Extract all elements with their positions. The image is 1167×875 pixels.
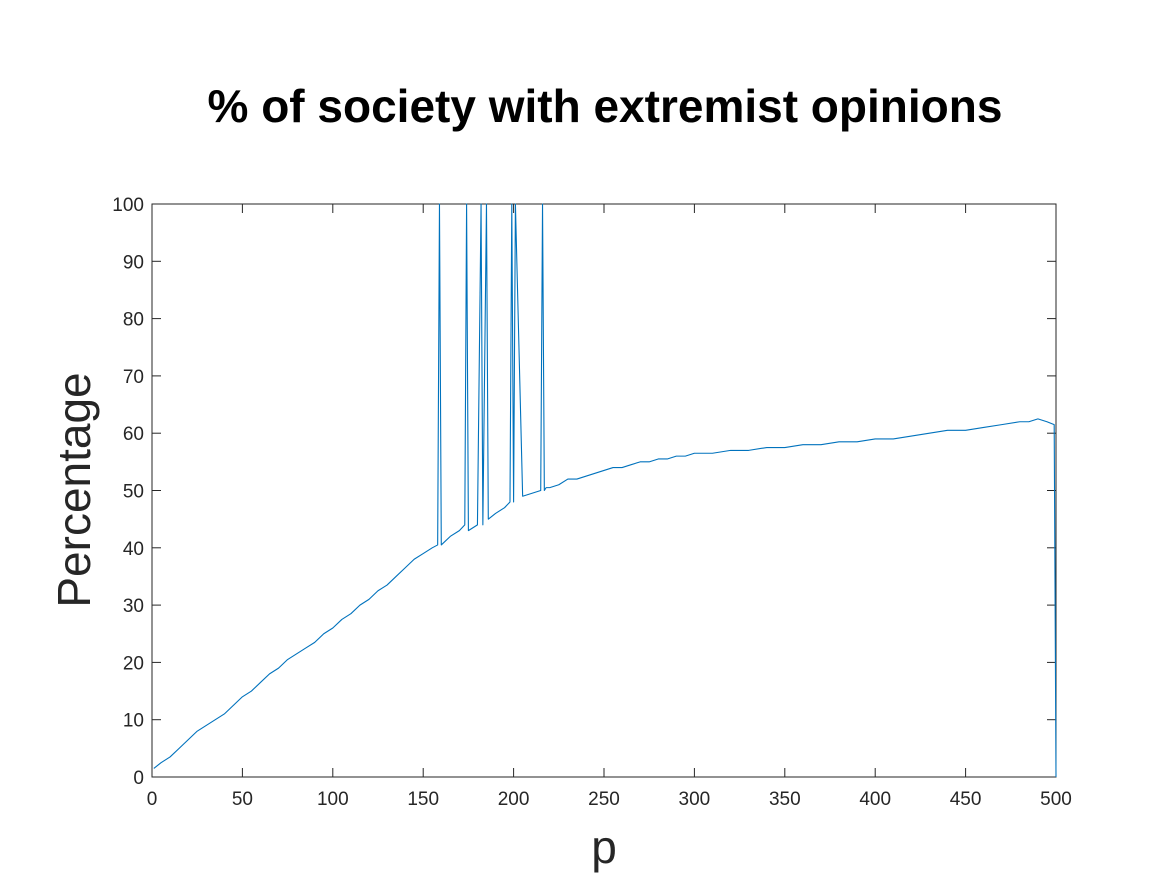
y-tick-label: 80 bbox=[123, 310, 144, 331]
plot-area: 0 50 100 150 200 250 300 350 400 450 500 0 10 20 30 40… bbox=[112, 195, 1072, 810]
axes-frame bbox=[151, 203, 1057, 778]
x-tick-label: 150 bbox=[407, 789, 439, 810]
x-tick-label: 500 bbox=[1040, 789, 1072, 810]
x-tick-label: 350 bbox=[769, 789, 801, 810]
x-axis: 0 50 100 150 200 250 300 350 400 450 500 bbox=[147, 204, 1072, 810]
x-tick-label: 450 bbox=[950, 789, 982, 810]
y-axis-label: Percentage bbox=[48, 372, 100, 607]
x-tick-label: 250 bbox=[588, 789, 620, 810]
y-axis: 0 10 20 30 40 50 60 70 80 90 100 bbox=[112, 195, 1056, 789]
y-tick-label: 70 bbox=[123, 367, 144, 388]
y-tick-label: 30 bbox=[123, 596, 144, 617]
x-axis-label: p bbox=[591, 821, 617, 873]
x-tick-label: 100 bbox=[317, 789, 349, 810]
y-tick-label: 10 bbox=[123, 711, 144, 732]
x-tick-label: 200 bbox=[498, 789, 530, 810]
y-tick-label: 20 bbox=[123, 653, 144, 674]
y-tick-label: 0 bbox=[133, 768, 144, 789]
x-tick-label: 400 bbox=[859, 789, 891, 810]
x-tick-label: 50 bbox=[232, 789, 253, 810]
x-tick-label: 0 bbox=[147, 789, 158, 810]
series-line-0 bbox=[153, 203, 1057, 778]
chart-title: % of society with extremist opinions bbox=[208, 80, 1003, 132]
series-group bbox=[153, 203, 1057, 778]
y-tick-label: 50 bbox=[123, 482, 144, 503]
y-tick-label: 40 bbox=[123, 539, 144, 560]
x-tick-label: 300 bbox=[679, 789, 711, 810]
y-tick-label: 60 bbox=[123, 424, 144, 445]
y-tick-label: 100 bbox=[112, 195, 144, 216]
y-tick-label: 90 bbox=[123, 252, 144, 273]
